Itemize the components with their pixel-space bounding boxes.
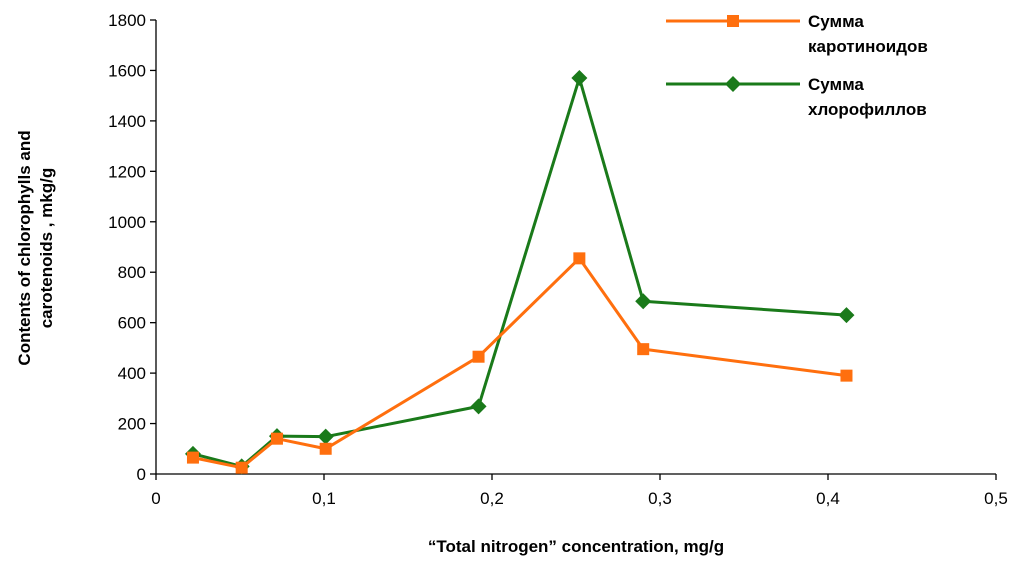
data-point <box>571 70 588 87</box>
x-axis-title: “Total nitrogen” concentration, mg/g <box>428 537 724 556</box>
x-tick-label: 0,2 <box>480 489 504 508</box>
y-tick-label: 1600 <box>108 61 146 80</box>
x-tick-label: 0,5 <box>984 489 1008 508</box>
y-tick-label: 200 <box>118 415 146 434</box>
y-axis-title: Contents of chlorophylls and carotenoids… <box>15 130 56 365</box>
data-point <box>838 307 855 324</box>
legend-marker <box>725 76 741 92</box>
data-point <box>235 461 248 474</box>
legend: Сумма каротиноидов Сумма хлорофиллов <box>666 12 928 119</box>
data-point <box>840 369 853 382</box>
legend-label: Сумма <box>808 12 864 31</box>
y-tick-label: 400 <box>118 364 146 383</box>
data-point <box>186 451 199 464</box>
data-point <box>472 350 485 363</box>
y-axis-title-line-2: carotenoids , mkg/g <box>37 168 56 329</box>
data-point <box>470 398 487 415</box>
data-point <box>573 252 586 265</box>
y-tick-label: 1200 <box>108 162 146 181</box>
y-tick-label: 0 <box>137 465 146 484</box>
y-axis-title-line-1: Contents of chlorophylls and <box>15 130 34 365</box>
data-point <box>319 442 332 455</box>
y-tick-label: 800 <box>118 263 146 282</box>
y-tick-label: 1800 <box>108 11 146 30</box>
legend-label: хлорофиллов <box>808 100 927 119</box>
x-ticks: 0 0,1 0,2 0,3 0,4 0,5 <box>151 474 1008 508</box>
series-chlorophylls <box>184 70 855 475</box>
x-tick-label: 0,4 <box>816 489 840 508</box>
y-ticks: 0 200 400 600 800 1000 1200 1400 1600 1800 <box>108 11 156 484</box>
legend-item: Сумма каротиноидов <box>666 12 928 56</box>
y-tick-label: 600 <box>118 314 146 333</box>
legend-label: Сумма <box>808 75 864 94</box>
series-layer <box>184 70 855 475</box>
series-line <box>192 76 847 468</box>
x-tick-label: 0,3 <box>648 489 672 508</box>
series-carotenoids <box>186 252 853 474</box>
data-point <box>635 293 652 310</box>
axes <box>155 20 996 475</box>
x-tick-label: 0 <box>151 489 160 508</box>
data-point <box>317 428 334 445</box>
legend-marker <box>727 15 739 27</box>
legend-label: каротиноидов <box>808 37 928 56</box>
y-tick-label: 1400 <box>108 112 146 131</box>
legend-item: Сумма хлорофиллов <box>666 75 927 119</box>
data-point <box>270 432 283 445</box>
x-tick-label: 0,1 <box>312 489 336 508</box>
y-tick-label: 1000 <box>108 213 146 232</box>
data-point <box>637 343 650 356</box>
